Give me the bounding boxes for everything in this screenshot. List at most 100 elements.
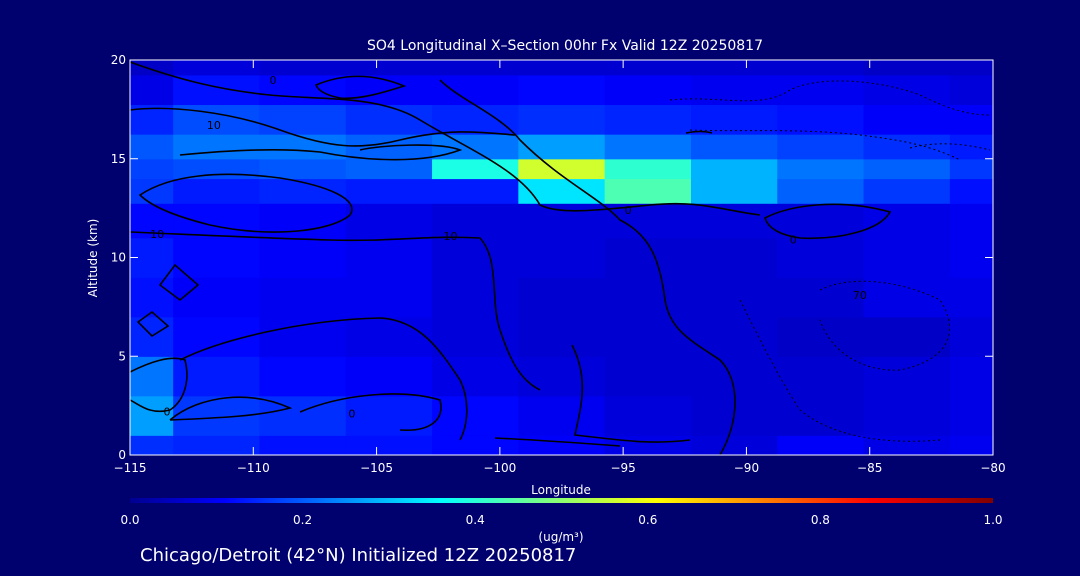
heatmap-field <box>130 60 993 455</box>
heatmap-cell <box>259 203 347 239</box>
heatmap-cell <box>432 104 519 135</box>
contour-line <box>494 437 621 447</box>
heatmap-cell <box>259 158 347 180</box>
heatmap-cell <box>777 134 865 160</box>
x-axis: −115 −110 −105 −100 −95 −90 −85 −80 <box>114 60 1006 475</box>
heatmap-cell <box>518 158 606 180</box>
heatmap-cell <box>863 237 951 278</box>
heatmap-cell <box>432 203 519 239</box>
heatmap-cell <box>432 316 519 357</box>
contour-line <box>299 393 442 431</box>
heatmap-cell <box>518 356 606 397</box>
x-tick-label: −85 <box>857 461 882 475</box>
heatmap-cell <box>690 435 778 455</box>
heatmap-cell <box>949 356 993 397</box>
heatmap-cell <box>345 277 433 318</box>
contour-label: 10 <box>150 228 164 241</box>
heatmap-cell <box>863 74 951 106</box>
heatmap-cell <box>949 134 993 160</box>
heatmap-cell <box>863 277 951 318</box>
contour-line <box>739 299 941 442</box>
heatmap-cell <box>604 74 692 106</box>
heatmap-cell <box>777 60 865 76</box>
heatmap-cell <box>130 277 174 318</box>
heatmap-cell <box>777 395 865 436</box>
contour-line <box>685 130 713 134</box>
contour-labels: 0 10 10 10 0 0 70 0 0 <box>150 74 867 421</box>
heatmap-cell <box>173 60 261 76</box>
heatmap-cell <box>432 356 519 397</box>
colorbar <box>130 498 993 503</box>
contour-lines <box>130 61 892 455</box>
heatmap-cell <box>259 277 347 318</box>
heatmap-cell <box>130 158 174 180</box>
heatmap-cell <box>949 178 993 204</box>
heatmap-cell <box>690 104 778 135</box>
heatmap-cell <box>777 316 865 357</box>
x-tick-label: −105 <box>360 461 393 475</box>
heatmap-cell <box>604 104 692 135</box>
heatmap-cell <box>432 395 519 436</box>
heatmap-cell <box>949 435 993 455</box>
heatmap-cell <box>690 74 778 106</box>
y-tick-label: 20 <box>111 53 126 67</box>
heatmap-cell <box>604 60 692 76</box>
heatmap-cell <box>173 435 261 455</box>
heatmap-cell <box>949 104 993 135</box>
heatmap-cell <box>432 237 519 278</box>
heatmap-cell <box>690 277 778 318</box>
heatmap-cell <box>949 395 993 436</box>
heatmap-cell <box>518 316 606 357</box>
heatmap-cell <box>604 356 692 397</box>
heatmap-cell <box>259 435 347 455</box>
heatmap-cell <box>432 74 519 106</box>
x-tick-label: −80 <box>980 461 1005 475</box>
heatmap-cell <box>777 104 865 135</box>
heatmap-cell <box>345 158 433 180</box>
heatmap-cell <box>259 237 347 278</box>
contour-line <box>158 263 200 302</box>
contour-label: 10 <box>444 230 458 243</box>
contour-line <box>130 357 188 413</box>
heatmap-cell <box>777 356 865 397</box>
heatmap-cell <box>690 237 778 278</box>
heatmap-cell <box>432 435 519 455</box>
heatmap-cell <box>345 356 433 397</box>
heatmap-cell <box>690 60 778 76</box>
heatmap-cell <box>345 60 433 76</box>
heatmap-cell <box>345 178 433 204</box>
contour-line <box>169 396 293 421</box>
x-tick-label: −95 <box>610 461 635 475</box>
heatmap-cell <box>604 178 692 204</box>
heatmap-cell <box>173 277 261 318</box>
heatmap-cell <box>518 104 606 135</box>
heatmap-cell <box>863 435 951 455</box>
heatmap-cell <box>863 134 951 160</box>
heatmap-cell <box>604 395 692 436</box>
heatmap-cell <box>690 316 778 357</box>
contour-label: 0 <box>790 234 797 247</box>
heatmap-cell <box>777 435 865 455</box>
heatmap-cell <box>604 277 692 318</box>
contour-line <box>136 310 170 338</box>
contour-label: 0 <box>270 74 277 87</box>
heatmap-cell <box>518 60 606 76</box>
heatmap-cell <box>259 60 347 76</box>
heatmap-cell <box>345 316 433 357</box>
heatmap-cell <box>690 203 778 239</box>
colorbar-tick-label: 0.2 <box>293 513 312 527</box>
colorbar-tick-label: 0.8 <box>811 513 830 527</box>
heatmap-cell <box>173 237 261 278</box>
heatmap-cell <box>863 178 951 204</box>
heatmap-cell <box>130 74 174 106</box>
heatmap-cell <box>949 203 993 239</box>
heatmap-cell <box>863 104 951 135</box>
heatmap-cell <box>173 203 261 239</box>
heatmap-cell <box>604 316 692 357</box>
heatmap-cell <box>863 356 951 397</box>
heatmap-cell <box>518 435 606 455</box>
heatmap-cell <box>863 60 951 76</box>
heatmap-cell <box>259 316 347 357</box>
heatmap-cell <box>777 178 865 204</box>
